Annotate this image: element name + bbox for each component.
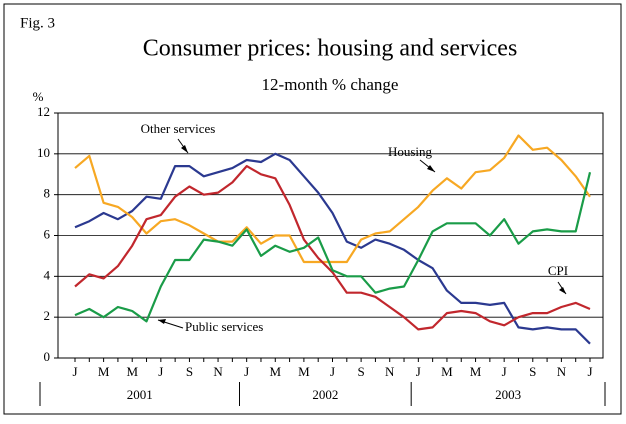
x-tick-label: S bbox=[529, 364, 536, 379]
year-label: 2001 bbox=[127, 387, 153, 402]
series-line bbox=[74, 165, 591, 331]
x-tick-label: J bbox=[72, 364, 77, 379]
x-tick-label: S bbox=[186, 364, 193, 379]
figure-label: Fig. 3 bbox=[20, 15, 55, 31]
x-tick-label: M bbox=[98, 364, 110, 379]
x-tick-label: J bbox=[502, 364, 507, 379]
x-tick-label: J bbox=[244, 364, 249, 379]
x-tick-label: M bbox=[470, 364, 482, 379]
chart-title: Consumer prices: housing and services bbox=[143, 36, 518, 62]
year-label: 2002 bbox=[312, 387, 338, 402]
series-annotation: Other services bbox=[141, 121, 216, 136]
x-tick-label: J bbox=[330, 364, 335, 379]
x-tick-label: N bbox=[557, 364, 567, 379]
series-line bbox=[74, 171, 592, 323]
series-annotation: Housing bbox=[388, 144, 433, 159]
series-line bbox=[74, 134, 591, 264]
y-axis-label: % bbox=[33, 89, 44, 104]
y-tick-label: 8 bbox=[44, 186, 51, 201]
y-tick-label: 6 bbox=[44, 226, 51, 241]
x-tick-label: M bbox=[298, 364, 310, 379]
x-tick-label: S bbox=[357, 364, 364, 379]
x-tick-label: J bbox=[158, 364, 163, 379]
annotations bbox=[157, 138, 567, 329]
x-tick-label: J bbox=[416, 364, 421, 379]
x-tick-label: J bbox=[587, 364, 592, 379]
series-annotation: Public services bbox=[185, 319, 263, 334]
y-tick-label: 0 bbox=[44, 349, 51, 364]
x-tick-label: M bbox=[126, 364, 138, 379]
year-label: 2003 bbox=[495, 387, 521, 402]
y-tick-label: 2 bbox=[44, 308, 51, 323]
series-line bbox=[74, 152, 591, 345]
x-tick-label: N bbox=[385, 364, 395, 379]
series-annotation: CPI bbox=[548, 263, 568, 278]
x-tick-label: M bbox=[269, 364, 281, 379]
y-tick-label: 12 bbox=[37, 104, 50, 119]
x-tick-label: N bbox=[213, 364, 223, 379]
y-tick-label: 4 bbox=[44, 267, 51, 282]
chart-subtitle: 12-month % change bbox=[262, 75, 399, 94]
frame bbox=[3, 3, 622, 415]
y-tick-label: 10 bbox=[37, 145, 50, 160]
x-tick-label: M bbox=[441, 364, 453, 379]
